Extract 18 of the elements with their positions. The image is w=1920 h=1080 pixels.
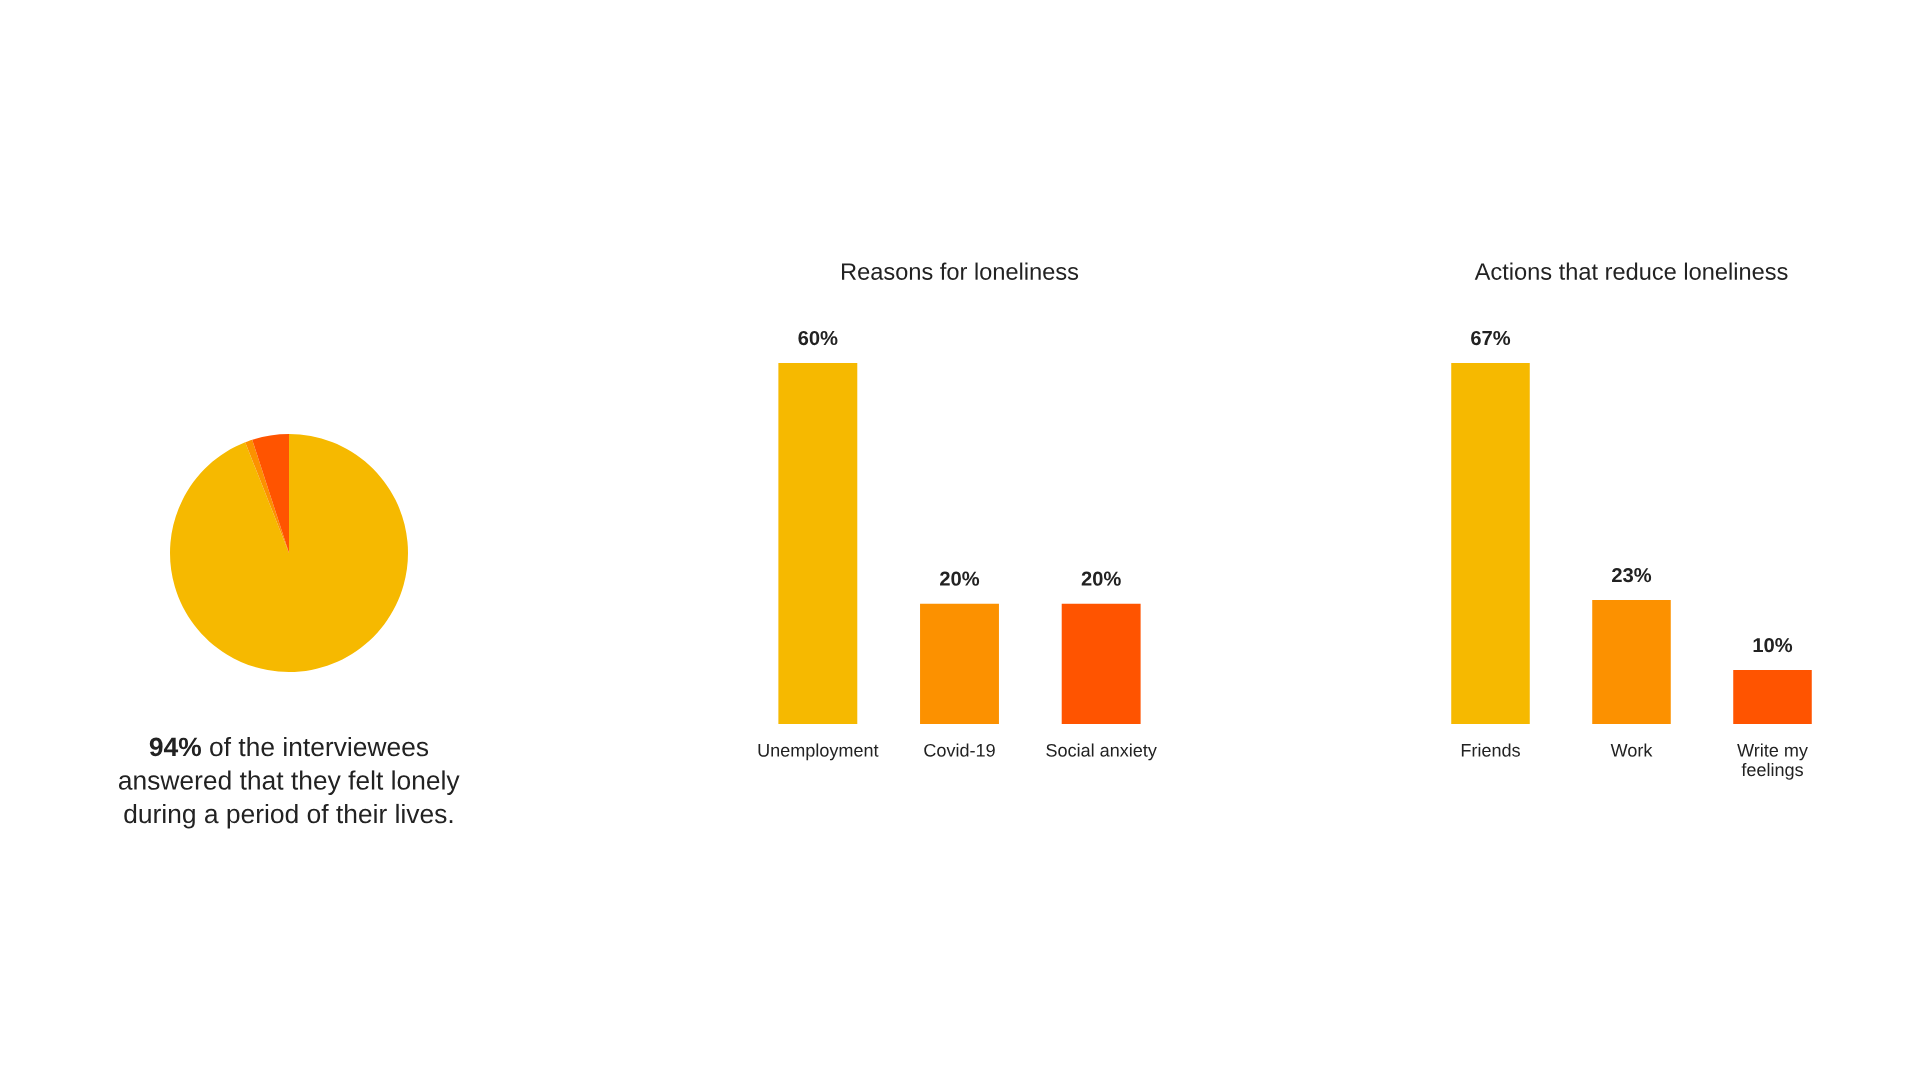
chart-title: Actions that reduce loneliness (1474, 262, 1788, 280)
pie-slice (252, 434, 289, 553)
chart-title: Reasons for loneliness (842, 262, 1079, 280)
x-tick-label: Covid-19 (924, 743, 995, 757)
text: 94% of the interviewees answered that they felt lonely during a period of their lives. (118, 736, 460, 829)
pie-slice (245, 439, 289, 553)
data-label: 60% (798, 330, 838, 346)
data-label: 10% (1753, 638, 1793, 653)
x-tick-label: Social anxiety (1046, 743, 1157, 761)
x-tick-label: Work (1610, 743, 1653, 757)
x-tick-label: Unemployment (758, 743, 879, 761)
data-label: 20% (940, 571, 980, 586)
x-tick-label: Friends (1461, 743, 1520, 757)
data-label: 23% (1612, 567, 1652, 583)
x-tick-label: Write my feelings (1737, 743, 1808, 780)
data-label: 67% (1471, 330, 1511, 346)
pie-slice (170, 434, 408, 672)
data-label: 20% (1081, 571, 1121, 586)
